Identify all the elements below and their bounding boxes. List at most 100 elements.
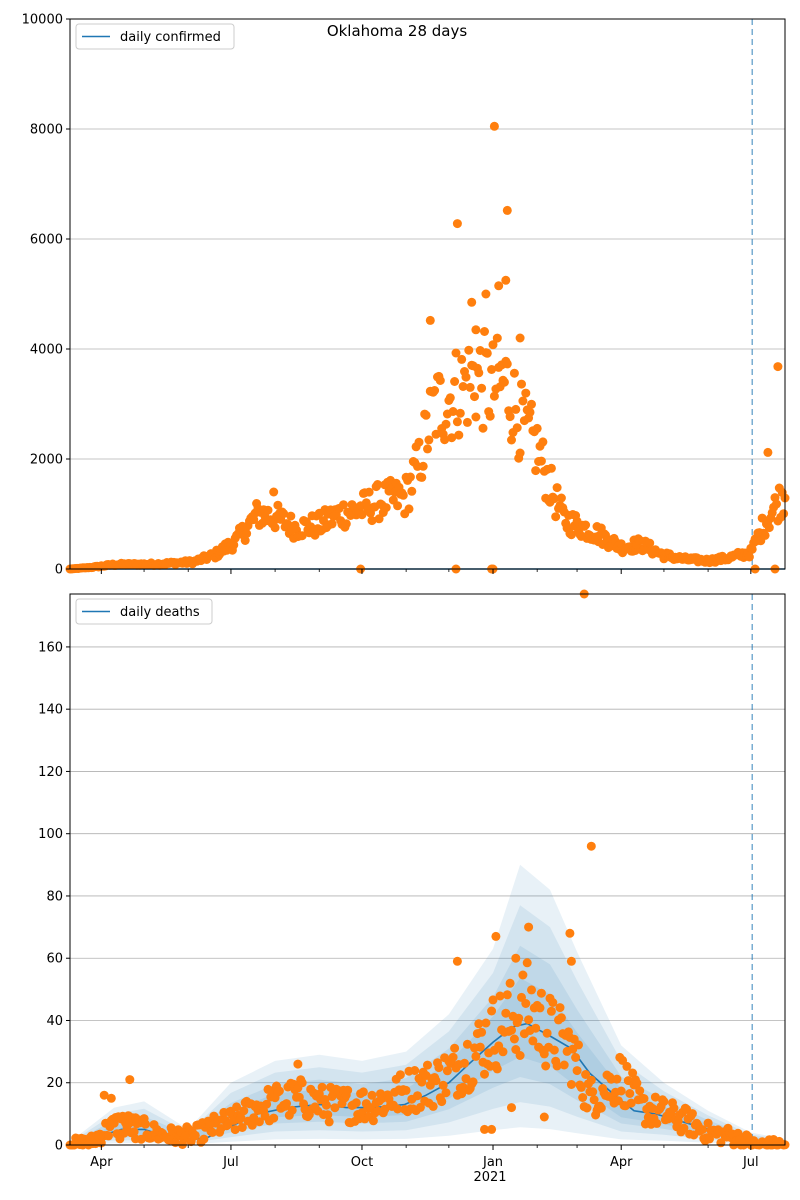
y-tick-label: 10000 [22,13,63,28]
observed-point [462,417,472,427]
observed-point [364,487,374,497]
observed-point [499,377,509,387]
observed-point [505,978,515,988]
observed-point [125,1075,135,1085]
observed-point [398,490,408,500]
observed-point [518,396,528,406]
observed-point [589,1095,599,1105]
observed-point [491,931,501,941]
observed-point [566,1080,576,1089]
x-tick-label: Apr [610,1155,633,1170]
observed-point [282,1099,291,1109]
observed-point [368,1116,378,1126]
legend-label: daily confirmed [120,30,221,45]
observed-point [207,1127,217,1137]
observed-point [294,1092,304,1102]
observed-point [274,1086,284,1096]
observed-point [521,388,531,398]
observed-point [501,275,511,285]
x-tick-label: Jan [482,1155,503,1170]
observed-point [703,1118,713,1128]
observed-point [596,1103,606,1113]
observed-point [549,1045,559,1055]
observed-point [358,1087,368,1097]
observed-point [415,1102,425,1112]
confirmed-axes-frame [69,18,786,570]
observed-point [464,345,474,355]
observed-point [527,399,536,409]
observed-point [279,509,289,519]
observed-point [552,1061,562,1071]
observed-point [240,536,250,545]
observed-point [697,1125,707,1135]
observed-point [131,1134,140,1144]
observed-point [230,1125,240,1135]
observed-point [237,1123,247,1132]
observed-point [527,985,536,995]
observed-point [552,483,562,493]
observed-point [477,1027,487,1037]
observed-point [421,410,431,420]
observed-point [451,348,461,358]
observed-point [367,1090,377,1100]
observed-point [773,362,783,372]
observed-point [515,333,525,343]
observed-point [351,1098,361,1108]
y-tick-label: 0 [55,563,63,578]
observed-point [505,412,515,422]
x-tick-label: Oct [351,1155,373,1170]
observed-point [487,365,497,374]
observed-point [393,1104,403,1114]
observed-point [524,1015,534,1025]
observed-point [269,487,279,497]
observed-point [632,1078,642,1088]
observed-point [361,498,371,508]
observed-point [293,1059,303,1069]
observed-point [763,447,773,457]
observed-point [626,1098,636,1108]
observed-point [457,354,467,364]
observed-point [581,520,591,530]
observed-point [779,509,789,519]
observed-point [535,1003,545,1013]
legend-box [75,598,213,625]
observed-point [576,1082,586,1092]
observed-point [539,1112,549,1122]
observed-point [546,463,556,473]
observed-point [744,552,754,562]
observed-point [566,956,576,966]
observed-point [199,1134,209,1144]
observed-point [454,430,464,440]
observed-point [546,1006,556,1016]
legend-label: daily deaths [120,605,200,620]
observed-point [462,1039,472,1049]
y-tick-label: 6000 [30,233,63,248]
observed-point [628,1068,638,1078]
observed-point [574,1040,583,1050]
observed-point [341,519,351,529]
confirmed-y-ticks: 0 2000 4000 6000 8000 10000 [22,13,70,578]
observed-point [488,995,498,1005]
observed-point [532,423,542,433]
observed-point [465,382,475,392]
deaths-points [65,589,790,1150]
observed-point [263,505,273,515]
observed-point [474,1019,484,1029]
observed-point [509,368,519,378]
observed-point [423,444,432,454]
observed-point [327,519,337,529]
observed-point [442,1066,452,1076]
observed-point [772,499,781,509]
observed-point [448,407,458,416]
observed-point [410,1066,420,1075]
observed-point [321,1100,331,1110]
observed-point [507,435,516,445]
observed-point [635,1086,645,1096]
observed-point [455,408,465,418]
y-tick-label: 4000 [30,343,63,358]
observed-point [129,1127,139,1137]
observed-point [435,376,445,385]
observed-point [460,1058,469,1068]
observed-point [511,404,521,414]
